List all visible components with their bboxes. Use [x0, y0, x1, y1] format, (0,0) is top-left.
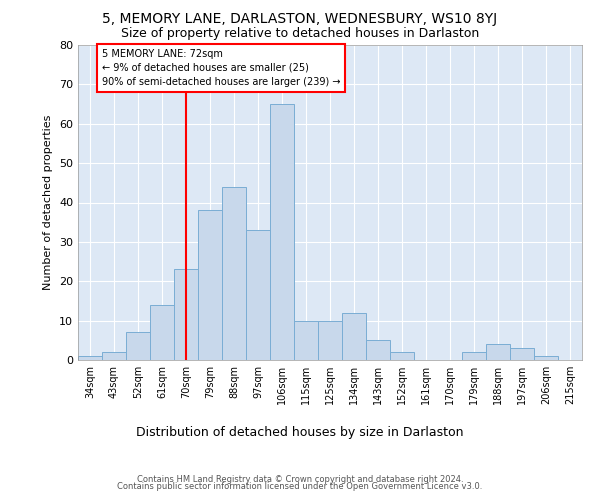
Text: Distribution of detached houses by size in Darlaston: Distribution of detached houses by size …: [136, 426, 464, 439]
Y-axis label: Number of detached properties: Number of detached properties: [43, 115, 53, 290]
Bar: [78, 356, 102, 360]
Bar: [510, 348, 534, 360]
Bar: [198, 210, 222, 360]
Bar: [294, 320, 318, 360]
Bar: [486, 344, 510, 360]
Bar: [150, 305, 174, 360]
Bar: [390, 352, 414, 360]
Bar: [534, 356, 558, 360]
Bar: [366, 340, 390, 360]
Bar: [342, 313, 366, 360]
Bar: [174, 270, 198, 360]
Bar: [222, 186, 246, 360]
Bar: [270, 104, 294, 360]
Text: 5, MEMORY LANE, DARLASTON, WEDNESBURY, WS10 8YJ: 5, MEMORY LANE, DARLASTON, WEDNESBURY, W…: [103, 12, 497, 26]
Text: 5 MEMORY LANE: 72sqm
← 9% of detached houses are smaller (25)
90% of semi-detach: 5 MEMORY LANE: 72sqm ← 9% of detached ho…: [102, 49, 341, 87]
Text: Size of property relative to detached houses in Darlaston: Size of property relative to detached ho…: [121, 28, 479, 40]
Bar: [318, 320, 342, 360]
Bar: [246, 230, 270, 360]
Bar: [102, 352, 126, 360]
Bar: [462, 352, 486, 360]
Text: Contains HM Land Registry data © Crown copyright and database right 2024.: Contains HM Land Registry data © Crown c…: [137, 474, 463, 484]
Text: Contains public sector information licensed under the Open Government Licence v3: Contains public sector information licen…: [118, 482, 482, 491]
Bar: [126, 332, 150, 360]
